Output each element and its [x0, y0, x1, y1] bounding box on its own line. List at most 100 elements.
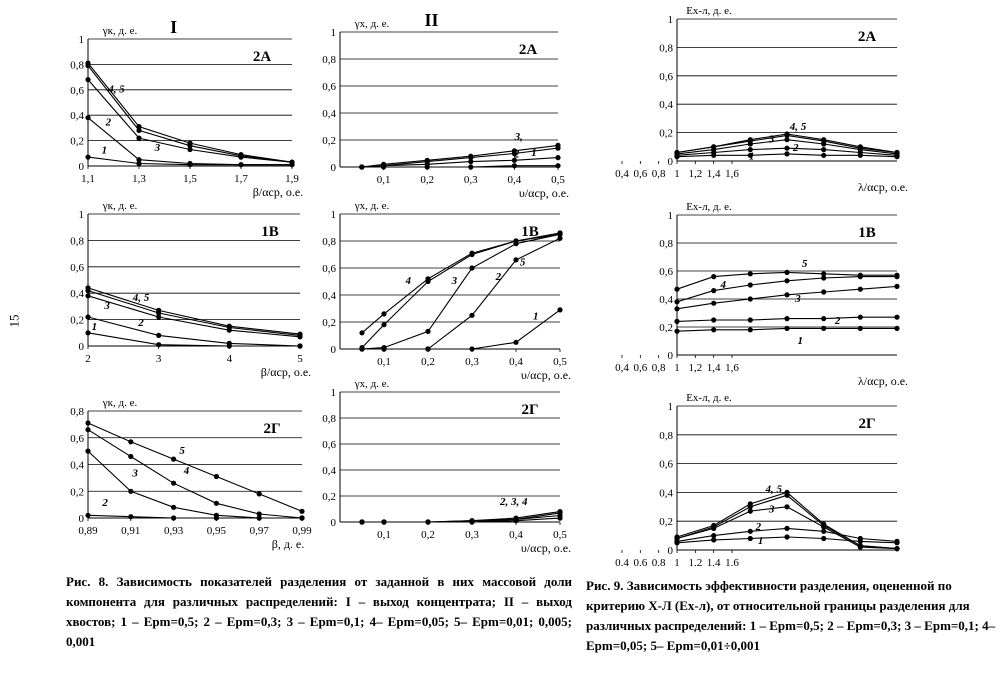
data-point — [894, 149, 900, 156]
series-label: 1 — [749, 151, 755, 163]
data-point — [85, 330, 91, 336]
x-tick-label: 1,2 — [688, 557, 702, 566]
chart-title: 2А — [253, 49, 272, 65]
data-point — [513, 257, 519, 263]
y-tick-label: 0,2 — [659, 322, 673, 334]
data-point — [821, 152, 827, 158]
y-tick-label: 0,4 — [659, 487, 673, 499]
series-line-3 — [361, 233, 561, 350]
series-line-5 — [87, 422, 303, 512]
y-axis-label: γк, д. е. — [102, 397, 138, 409]
data-point — [513, 515, 519, 521]
data-point — [747, 296, 753, 302]
x-tick-label: 1,1 — [81, 173, 95, 185]
data-point — [557, 230, 563, 236]
figure-9-caption: Рис. 9. Зависимость эффективности раздел… — [586, 578, 996, 653]
y-tick-label: 0,8 — [322, 413, 336, 425]
series-label: 3 — [103, 300, 110, 312]
data-point — [747, 147, 753, 153]
series-label: 2 — [101, 497, 108, 509]
data-point — [821, 316, 827, 322]
x-tick-label: 1,6 — [725, 362, 739, 374]
y-tick-label: 0,2 — [659, 516, 673, 528]
data-point — [171, 456, 177, 462]
data-point — [857, 286, 863, 292]
data-point — [213, 500, 219, 506]
x-tick-label: 0,6 — [633, 362, 647, 374]
series-label: 2 — [792, 142, 799, 154]
data-point — [894, 314, 900, 320]
data-point — [171, 515, 177, 521]
data-point — [555, 142, 561, 148]
y-tick-label: 1 — [79, 34, 85, 46]
data-point — [136, 135, 142, 141]
y-tick-label: 0,2 — [322, 317, 336, 329]
data-point — [711, 537, 717, 543]
chart-ii-2g: 0 0,2 0,4 0,6 0,8 1 0,1 0,2 0,3 0,4 0,5 γх, д. е. υ/… — [322, 378, 571, 555]
x-tick-label: 1,2 — [688, 168, 702, 180]
data-point — [857, 144, 863, 150]
series-line-4 — [361, 233, 561, 348]
y-tick-label: 0,6 — [70, 85, 84, 97]
y-tick-label: 0,2 — [659, 128, 673, 140]
series-label: 3 — [768, 134, 775, 146]
x-axis-label: λ/αср, о.е. — [858, 374, 908, 388]
data-point — [156, 314, 162, 320]
x-tick-label: 0,4 — [615, 557, 629, 566]
chart-ii-2a: 0 0,2 0,4 0,6 0,8 1 0,1 0,2 0,3 0,4 0,5 γх, д. е. υ/… — [322, 10, 569, 200]
data-point — [821, 147, 827, 153]
x-tick-label: 0,8 — [652, 168, 666, 180]
data-point — [711, 288, 717, 294]
x-axis-label: υ/αср, о.е. — [521, 368, 571, 382]
data-point — [85, 448, 91, 454]
y-tick-label: 0,4 — [322, 465, 336, 477]
y-tick-label: 1 — [668, 401, 674, 413]
data-point — [711, 522, 717, 529]
y-tick-label: 0,8 — [70, 235, 84, 247]
series-line-3 — [361, 147, 559, 168]
data-point — [238, 162, 244, 168]
data-point — [711, 144, 717, 150]
series-label: 4 — [183, 465, 190, 477]
data-point — [711, 300, 717, 306]
series-label: 2, 3, 4 — [499, 496, 528, 508]
data-point — [711, 327, 717, 333]
data-point — [894, 272, 900, 278]
x-tick-label: 0,99 — [292, 525, 312, 537]
y-tick-label: 0,8 — [659, 430, 673, 442]
x-tick-label: 0,1 — [377, 356, 391, 368]
x-tick-label: 0,4 — [508, 174, 522, 186]
series-line-3 — [87, 295, 301, 338]
data-point — [747, 327, 753, 333]
chart-iii-1b: 0 0,2 0,4 0,6 0,8 1 0,4 0,6 0,8 1 1,2 1,4 1,6 Eх-л, д… — [615, 201, 908, 388]
y-tick-label: 1 — [668, 210, 674, 222]
data-point — [784, 269, 790, 275]
series-label: 1 — [102, 144, 108, 156]
x-tick-label: 0,2 — [421, 356, 435, 368]
data-point — [381, 345, 387, 351]
column-heading: I — [170, 17, 177, 37]
y-axis-label: Eх-л, д. е. — [686, 392, 732, 404]
x-axis-label: β/αср, о.е. — [261, 365, 311, 379]
data-point — [747, 501, 753, 507]
data-point — [297, 331, 303, 337]
data-point — [784, 504, 790, 510]
data-point — [213, 473, 219, 480]
y-axis-label: γк, д. е. — [102, 25, 138, 37]
x-tick-label: 3 — [156, 353, 162, 365]
y-axis-label: γх, д. е. — [354, 18, 390, 30]
series-label: 3 — [154, 142, 161, 154]
chart-i-2g: 0 0,2 0,4 0,6 0,8 0,89 0,91 0,93 0,95 0,97 0,99 γк,… — [70, 397, 312, 551]
data-point — [187, 160, 193, 167]
series-label: 1 — [531, 147, 537, 159]
y-tick-label: 0 — [668, 350, 674, 362]
series-label: 1 — [758, 535, 764, 547]
x-tick-label: 0,95 — [207, 525, 227, 537]
data-point — [784, 534, 790, 540]
y-tick-label: 0,6 — [322, 81, 336, 93]
y-tick-label: 0,6 — [70, 433, 84, 445]
x-axis-label: β/αср, о.е. — [253, 185, 303, 199]
series-label: 5 — [520, 256, 526, 268]
y-tick-label: 0 — [668, 156, 674, 168]
series-line-4 — [87, 290, 301, 336]
